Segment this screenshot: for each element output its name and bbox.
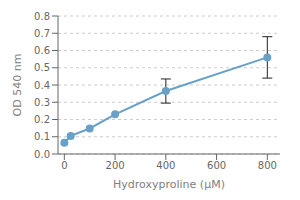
svg-text:0.0: 0.0 <box>34 149 50 160</box>
svg-text:0.4: 0.4 <box>34 80 50 91</box>
svg-text:0.2: 0.2 <box>34 114 50 125</box>
svg-text:0: 0 <box>61 160 67 171</box>
svg-text:200: 200 <box>106 160 125 171</box>
svg-text:0.1: 0.1 <box>34 131 50 142</box>
svg-text:0.3: 0.3 <box>34 97 50 108</box>
svg-text:600: 600 <box>207 160 226 171</box>
svg-text:Hydroxyproline (μM): Hydroxyproline (μM) <box>113 178 225 191</box>
svg-text:800: 800 <box>258 160 277 171</box>
svg-text:400: 400 <box>156 160 175 171</box>
svg-text:OD 540 nm: OD 540 nm <box>11 54 24 117</box>
svg-text:0.8: 0.8 <box>34 11 50 22</box>
svg-text:0.7: 0.7 <box>34 28 50 39</box>
svg-text:0.6: 0.6 <box>34 45 50 56</box>
svg-text:0.5: 0.5 <box>34 62 50 73</box>
